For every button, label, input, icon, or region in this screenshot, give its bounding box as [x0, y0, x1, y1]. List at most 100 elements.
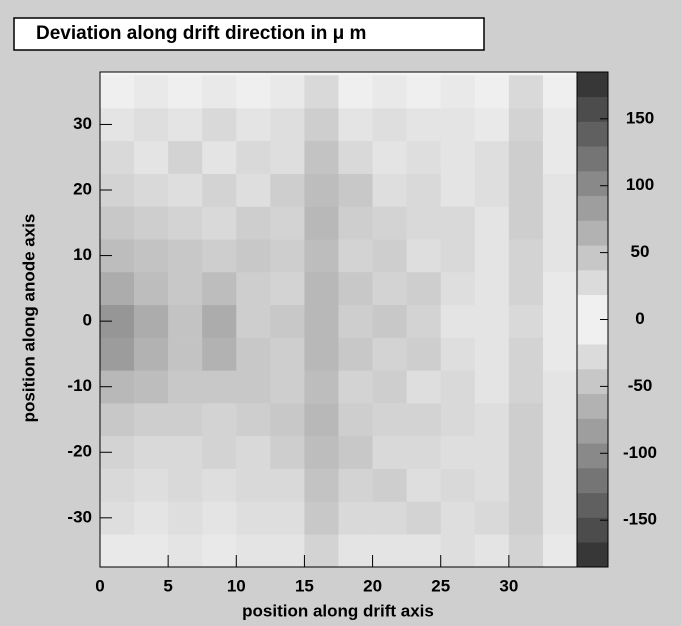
- heatmap-cell: [304, 435, 339, 469]
- heatmap-cell: [134, 108, 169, 142]
- x-tick-label: 15: [295, 576, 314, 595]
- heatmap-cell: [168, 501, 203, 535]
- y-tick-label: -20: [67, 442, 92, 461]
- heatmap-cell: [236, 468, 271, 502]
- heatmap-cell: [202, 173, 237, 207]
- heatmap-cell: [542, 206, 578, 240]
- heatmap-cell: [202, 403, 237, 437]
- heatmap-cell: [372, 534, 407, 568]
- heatmap-cell: [270, 435, 305, 469]
- heatmap-cell: [338, 75, 373, 109]
- heatmap-cell: [236, 534, 271, 568]
- heatmap-cell: [542, 337, 578, 371]
- heatmap-cell: [474, 140, 510, 174]
- heatmap-cell: [474, 337, 510, 371]
- heatmap-cell: [134, 337, 169, 371]
- heatmap-cell: [236, 239, 271, 273]
- colorbar-tick-label: 50: [631, 242, 650, 261]
- heatmap-cell: [168, 75, 203, 109]
- heatmap-cell: [372, 173, 407, 207]
- heatmap-cell: [304, 271, 339, 306]
- colorbar-band: [577, 443, 608, 469]
- heatmap-cell: [304, 337, 339, 371]
- heatmap-cell: [134, 468, 169, 502]
- heatmap-cell: [168, 468, 203, 502]
- heatmap-cell: [168, 239, 203, 273]
- heatmap-cell: [440, 370, 476, 404]
- heatmap-cell: [406, 173, 442, 207]
- heatmap-cell: [508, 534, 544, 568]
- heatmap-cell: [338, 501, 373, 535]
- heatmap-cell: [440, 304, 476, 338]
- heatmap-cell: [270, 239, 305, 273]
- heatmap-cell: [474, 75, 510, 109]
- heatmap-cell: [542, 108, 578, 142]
- heatmap-cell: [134, 75, 169, 109]
- heatmap-cell: [542, 271, 578, 306]
- heatmap-cell: [270, 501, 305, 535]
- heatmap-cell: [372, 370, 407, 404]
- y-tick-label: 0: [83, 311, 92, 330]
- heatmap-cell: [372, 206, 407, 240]
- heatmap-cell: [270, 206, 305, 240]
- heatmap-cell: [372, 468, 407, 502]
- heatmap-cell: [406, 75, 442, 109]
- heatmap-cell: [338, 140, 373, 174]
- heatmap-cell: [202, 337, 237, 371]
- heatmap-cell: [236, 403, 271, 437]
- heatmap-cell: [134, 403, 169, 437]
- colorbar-tick-label: 100: [626, 175, 654, 194]
- heatmap-cell: [474, 271, 510, 306]
- heatmap-cell: [134, 435, 169, 469]
- x-axis-label: position along drift axis: [242, 601, 434, 620]
- colorbar-band: [577, 344, 608, 370]
- heatmap-cell: [508, 304, 544, 338]
- heatmap-cell: [474, 370, 510, 404]
- heatmap-cell: [202, 206, 237, 240]
- heatmap-cell: [508, 140, 544, 174]
- heatmap-cell: [474, 239, 510, 273]
- heatmap-cell: [270, 468, 305, 502]
- heatmap-cell: [372, 435, 407, 469]
- heatmap-cell: [542, 173, 578, 207]
- heatmap-cell: [168, 173, 203, 207]
- heatmap-cell: [372, 140, 407, 174]
- heatmap-cell: [100, 337, 135, 371]
- heatmap-cell: [100, 534, 135, 568]
- heatmap-cell: [474, 108, 510, 142]
- heatmap-cell: [372, 75, 407, 109]
- colorbar-tick-label: -50: [628, 376, 653, 395]
- colorbar-band: [577, 72, 608, 98]
- heatmap-cell: [508, 403, 544, 437]
- heatmap-cell: [236, 75, 271, 109]
- heatmap-cell: [508, 370, 544, 404]
- heatmap-cell: [202, 271, 237, 306]
- heatmap-cell: [168, 206, 203, 240]
- heatmap-cell: [236, 173, 271, 207]
- heatmap-cell: [270, 75, 305, 109]
- heatmap-cell: [440, 403, 476, 437]
- heatmap-cell: [134, 271, 169, 306]
- heatmap-cell: [134, 304, 169, 338]
- heatmap-cell: [440, 239, 476, 273]
- heatmap-cell: [134, 173, 169, 207]
- heatmap-cell: [542, 435, 578, 469]
- x-tick-label: 5: [163, 576, 172, 595]
- y-axis-label: position along anode axis: [19, 214, 38, 423]
- heatmap-cell: [168, 304, 203, 338]
- colorbar-band: [577, 369, 608, 395]
- heatmap-cell: [304, 370, 339, 404]
- y-tick-label: -10: [67, 376, 92, 395]
- colorbar-band: [577, 220, 608, 246]
- heatmap-cell: [474, 403, 510, 437]
- heatmap-cell: [202, 468, 237, 502]
- heatmap-cell: [542, 239, 578, 273]
- heatmap-cell: [168, 403, 203, 437]
- heatmap-cell: [406, 108, 442, 142]
- heatmap-cell: [270, 337, 305, 371]
- heatmap-cell: [372, 501, 407, 535]
- heatmap-cell: [338, 239, 373, 273]
- heatmap-cell: [542, 468, 578, 502]
- heatmap-cell: [406, 435, 442, 469]
